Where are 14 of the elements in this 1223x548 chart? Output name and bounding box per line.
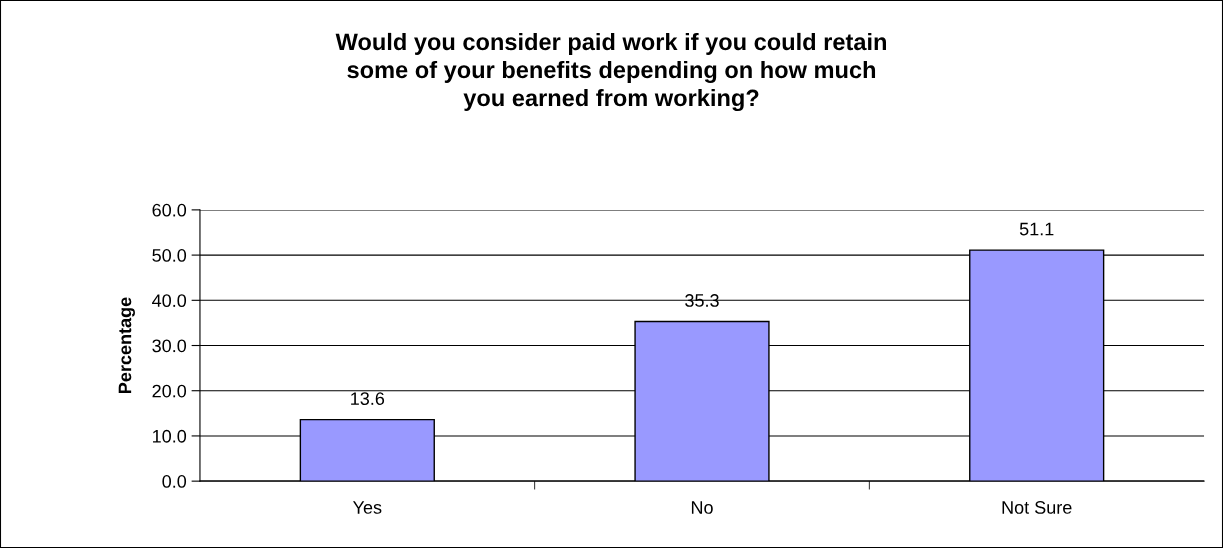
y-tick-label: 40.0 — [152, 294, 187, 308]
x-tick-label: No — [691, 501, 713, 514]
data-label: 13.6 — [351, 392, 385, 405]
y-tick-label: 20.0 — [152, 384, 187, 398]
y-tick-label: 0.0 — [162, 475, 187, 488]
x-tick-label: Yes — [352, 501, 382, 514]
y-axis-title: Percentage — [118, 297, 135, 393]
data-label: 51.1 — [1019, 222, 1054, 236]
y-tick-label: 60.0 — [152, 203, 187, 217]
x-tick-label: Not Sure — [1002, 501, 1072, 514]
y-tick-label: 30.0 — [152, 339, 187, 353]
y-tick-label: 10.0 — [153, 429, 187, 443]
chart-title: Would you consider paid work if you could retain some of your benefits depending on how much you earned from working? — [335, 32, 886, 112]
y-tick-label: 50.0 — [152, 249, 187, 262]
